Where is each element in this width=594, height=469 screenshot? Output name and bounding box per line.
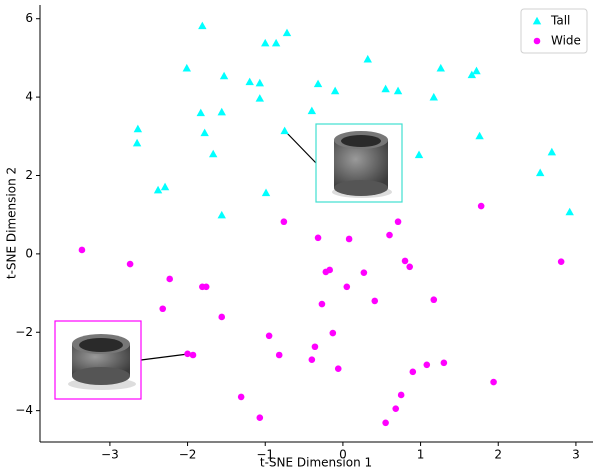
point [275, 351, 283, 359]
point [159, 305, 167, 313]
point [133, 124, 143, 133]
x-tick-label: −3 [101, 448, 119, 462]
x-tick-label: −2 [179, 448, 197, 462]
point [397, 391, 405, 399]
point [392, 405, 400, 412]
point [256, 414, 264, 422]
point [209, 149, 218, 158]
point [436, 63, 445, 72]
point [467, 70, 477, 79]
point [475, 131, 484, 140]
point [329, 329, 337, 337]
point [217, 210, 226, 219]
point [189, 351, 197, 359]
point [202, 283, 210, 291]
y-tick-label: 2 [25, 168, 33, 182]
point [334, 365, 342, 373]
point [261, 188, 271, 197]
legend-label: Wide [551, 34, 581, 48]
point [326, 266, 334, 274]
point [363, 54, 372, 63]
point [401, 257, 409, 265]
x-axis-label: t-SNE Dimension 1 [260, 456, 372, 469]
point [255, 94, 265, 102]
x-tick-label: 1 [417, 448, 425, 462]
point [381, 84, 390, 93]
point [360, 269, 368, 276]
legend-marker [532, 16, 542, 25]
point [440, 359, 448, 367]
y-tick-label: 6 [25, 11, 33, 25]
point [477, 202, 485, 210]
point [429, 92, 438, 101]
point [282, 28, 292, 37]
legend-marker [533, 37, 541, 45]
point [237, 393, 245, 401]
x-tick-label: 0 [339, 448, 347, 462]
point [414, 150, 424, 159]
point [307, 106, 317, 115]
point [153, 185, 163, 194]
inset-tall [284, 123, 403, 203]
point [78, 246, 86, 254]
point [280, 218, 288, 226]
point [565, 207, 574, 216]
point [160, 182, 170, 191]
point [318, 300, 326, 308]
x-tick-label: −1 [256, 448, 274, 462]
point [308, 356, 316, 363]
point [198, 21, 207, 30]
point [557, 258, 565, 266]
point [547, 147, 557, 156]
point [490, 378, 497, 386]
y-tick-label: −2 [15, 325, 33, 339]
legend-label: Tall [550, 14, 570, 28]
point [430, 296, 438, 304]
y-tick-label: 4 [25, 90, 33, 104]
point [330, 86, 340, 95]
point [345, 235, 353, 243]
inset-wide [54, 320, 189, 400]
point [261, 38, 270, 47]
point [472, 66, 481, 75]
point [343, 283, 351, 291]
point [314, 234, 322, 242]
point [409, 368, 417, 376]
point [423, 361, 431, 369]
point [218, 313, 226, 321]
point [217, 107, 226, 116]
x-tick-label: 2 [494, 448, 502, 462]
x-tick-label: 3 [572, 448, 580, 462]
point [196, 108, 205, 117]
point [132, 138, 142, 147]
y-tick-label: −4 [15, 403, 33, 417]
point [265, 332, 273, 340]
point [271, 38, 281, 47]
point [200, 128, 209, 137]
point [255, 78, 265, 87]
point [394, 218, 402, 226]
point [245, 77, 254, 86]
point [280, 126, 289, 135]
point [311, 343, 319, 351]
point [393, 86, 403, 95]
point [126, 260, 134, 268]
y-tick-label: 0 [25, 246, 33, 260]
point [406, 263, 414, 271]
y-axis-label: t-SNE Dimension 2 [5, 167, 19, 279]
point [386, 231, 393, 239]
point [535, 168, 545, 177]
point [382, 419, 389, 427]
point [219, 71, 229, 80]
point [371, 297, 379, 305]
point [184, 350, 191, 358]
point [313, 79, 323, 88]
point [182, 63, 191, 72]
point [166, 275, 174, 283]
